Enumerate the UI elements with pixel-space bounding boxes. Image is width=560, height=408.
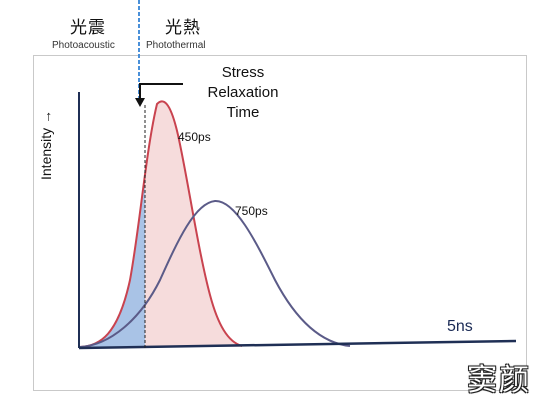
watermark-logo: 窦颜 xyxy=(467,363,531,398)
stress-arrow-head xyxy=(135,98,145,107)
x-axis xyxy=(78,339,517,350)
stress-relaxation-label: Stress Relaxation Time xyxy=(193,63,293,123)
stress-line-3: Time xyxy=(226,104,260,121)
pulse-450ps-curve xyxy=(79,100,243,348)
photoacoustic-subtitle: Photoacoustic xyxy=(52,40,115,51)
photothermal-region xyxy=(145,101,242,347)
stress-arrow xyxy=(139,83,183,100)
pulse-750ps-curve xyxy=(79,199,351,348)
photoacoustic-region xyxy=(80,174,145,347)
photothermal-title: 光熱 xyxy=(165,18,201,38)
peak-450-label: 450ps xyxy=(178,130,211,144)
peak-750-label: 750ps xyxy=(235,204,268,218)
photoacoustic-title: 光震 xyxy=(70,18,106,38)
time-end-label: 5ns xyxy=(447,318,473,335)
stress-line-2: Relaxation xyxy=(207,84,279,101)
photothermal-subtitle: Photothermal xyxy=(146,40,206,51)
y-axis-label: Intensity → xyxy=(38,109,54,180)
stress-line-1: Stress xyxy=(221,64,265,81)
